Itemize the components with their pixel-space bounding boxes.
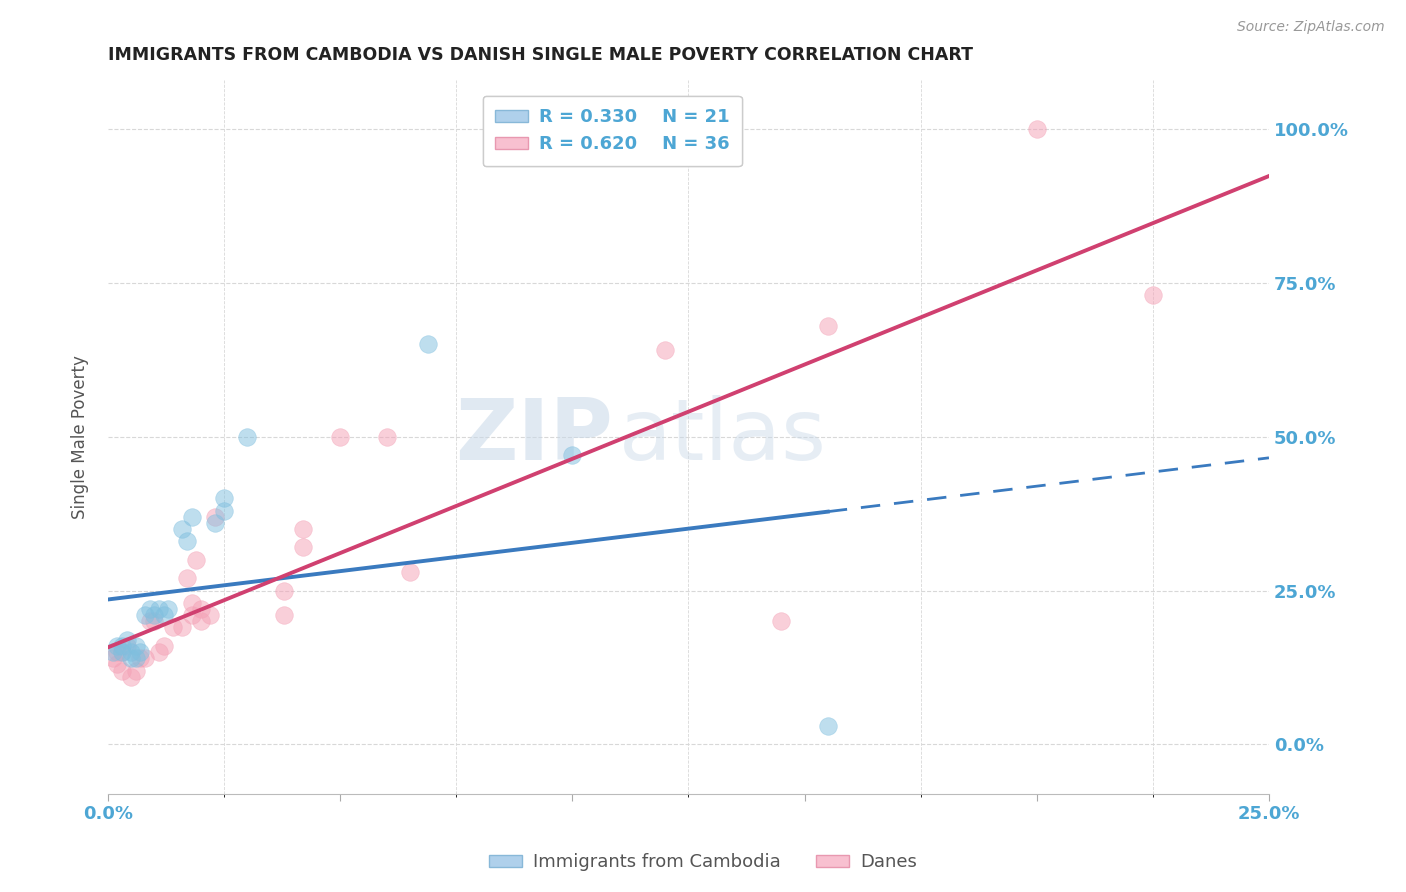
Text: Source: ZipAtlas.com: Source: ZipAtlas.com [1237,20,1385,34]
Point [111,645,134,659]
Point [1025,122,1047,136]
Point [152,608,174,623]
Point [134,651,156,665]
Point [172,522,194,536]
Point [129,651,152,665]
Y-axis label: Single Male Poverty: Single Male Poverty [72,355,89,518]
Point [134,608,156,623]
Point [105,645,128,659]
Point [143,608,166,623]
Point [186,553,208,567]
Point [176,571,198,585]
Point [654,343,676,358]
Point [172,620,194,634]
Text: IMMIGRANTS FROM CAMBODIA VS DANISH SINGLE MALE POVERTY CORRELATION CHART: IMMIGRANTS FROM CAMBODIA VS DANISH SINGL… [108,46,973,64]
Point [198,608,221,623]
Point [180,608,202,623]
Point [292,522,315,536]
Point [148,602,170,616]
Point [157,602,180,616]
Point [398,565,420,579]
Point [105,639,128,653]
Point [375,430,398,444]
Point [125,651,148,665]
Point [770,615,793,629]
Point [125,639,148,653]
Point [329,430,352,444]
Point [212,503,235,517]
Legend: R = 0.330    N = 21, R = 0.620    N = 36: R = 0.330 N = 21, R = 0.620 N = 36 [482,95,742,166]
Point [115,639,138,653]
Point [139,602,162,616]
Point [1142,288,1164,302]
Point [180,509,202,524]
Text: atlas: atlas [619,395,827,478]
Point [273,608,295,623]
Point [817,719,839,733]
Point [115,632,138,647]
Point [418,337,440,351]
Point [152,639,174,653]
Point [817,318,839,333]
Point [162,620,184,634]
Point [236,430,259,444]
Legend: Immigrants from Cambodia, Danes: Immigrants from Cambodia, Danes [482,847,924,879]
Point [190,602,212,616]
Point [148,645,170,659]
Point [125,664,148,678]
Point [111,639,134,653]
Point [139,615,162,629]
Point [190,615,212,629]
Point [101,645,124,659]
Point [212,491,235,506]
Point [180,596,202,610]
Point [120,645,142,659]
Point [129,645,152,659]
Point [111,664,134,678]
Point [101,651,124,665]
Text: ZIP: ZIP [456,395,613,478]
Point [105,657,128,672]
Point [561,448,583,462]
Point [204,509,226,524]
Point [111,645,134,659]
Point [292,541,315,555]
Point [204,516,226,530]
Point [120,670,142,684]
Point [176,534,198,549]
Point [273,583,295,598]
Point [120,651,142,665]
Point [143,615,166,629]
